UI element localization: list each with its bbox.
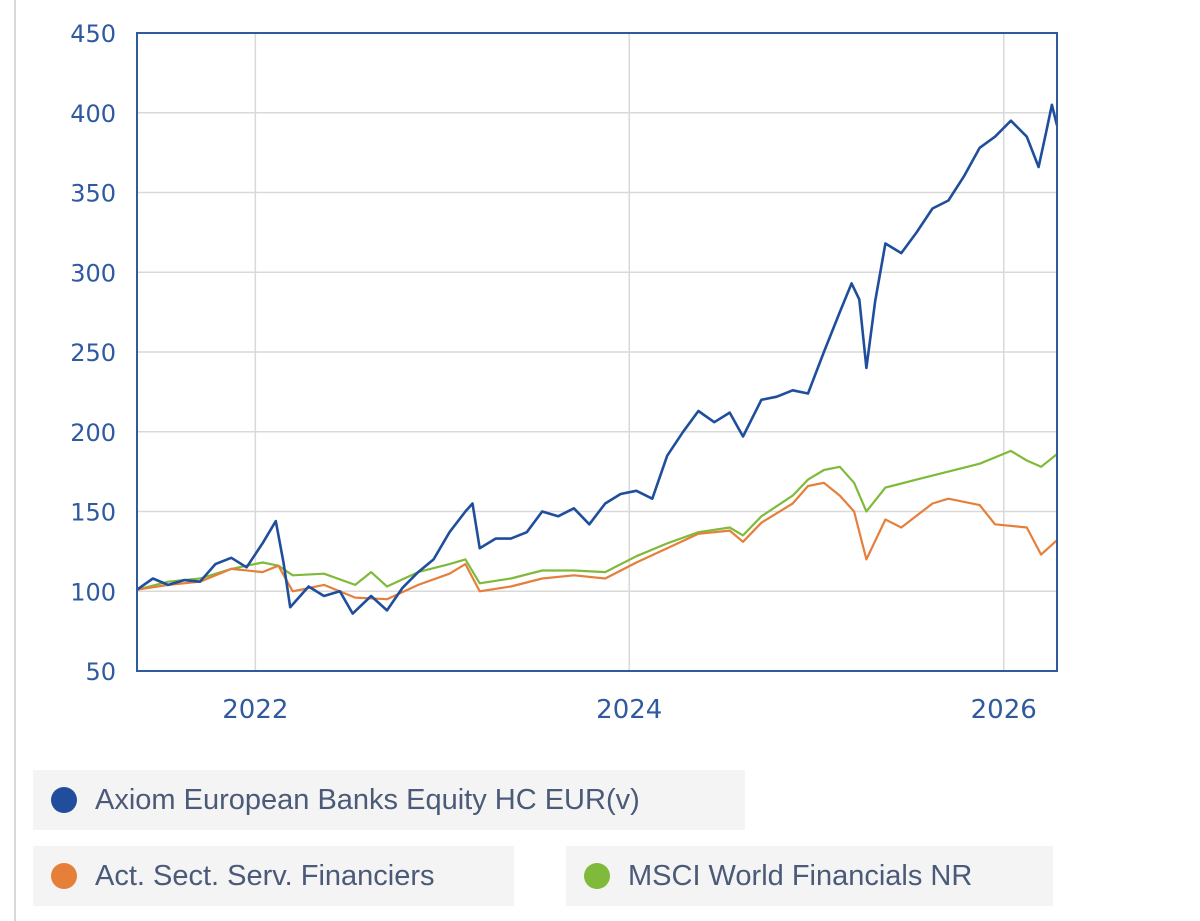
x-tick-label: 2024 (596, 695, 662, 725)
y-tick-label: 300 (70, 259, 116, 287)
line-chart: 450 400 350 300 250 200 150 100 50 2022 2024 2026 (70, 20, 1059, 725)
series-group (136, 103, 1059, 615)
y-tick-label: 400 (70, 100, 116, 128)
legend-dot-green-icon (584, 863, 610, 889)
legend-label: MSCI World Financials NR (628, 859, 973, 892)
series-line-0 (136, 103, 1059, 615)
y-tick-label: 50 (85, 658, 116, 686)
y-tick-label: 450 (70, 20, 116, 48)
y-tick-label: 200 (70, 419, 116, 447)
y-tick-label: 150 (70, 499, 116, 527)
x-axis-ticks: 2022 2024 2026 (222, 695, 1037, 725)
x-tick-label: 2026 (971, 695, 1037, 725)
legend-item-act-sect[interactable]: Act. Sect. Serv. Financiers (33, 846, 514, 906)
legend-label: Axiom European Banks Equity HC EUR(v) (95, 783, 640, 816)
series-line-2 (136, 449, 1058, 591)
x-tick-label: 2022 (222, 695, 288, 725)
y-tick-label: 100 (70, 578, 116, 606)
legend-dot-blue-icon (51, 787, 77, 813)
legend-item-axiom[interactable]: Axiom European Banks Equity HC EUR(v) (33, 770, 745, 830)
plot-frame (136, 32, 1058, 672)
y-axis-ticks: 450 400 350 300 250 200 150 100 50 (70, 20, 116, 686)
grid-lines (137, 32, 1057, 672)
y-tick-label: 350 (70, 180, 116, 208)
series-line-1 (136, 481, 1058, 601)
legend-dot-orange-icon (51, 863, 77, 889)
left-border (14, 0, 16, 921)
legend-item-msci[interactable]: MSCI World Financials NR (566, 846, 1053, 906)
y-tick-label: 250 (70, 339, 116, 367)
legend-label: Act. Sect. Serv. Financiers (95, 859, 435, 892)
